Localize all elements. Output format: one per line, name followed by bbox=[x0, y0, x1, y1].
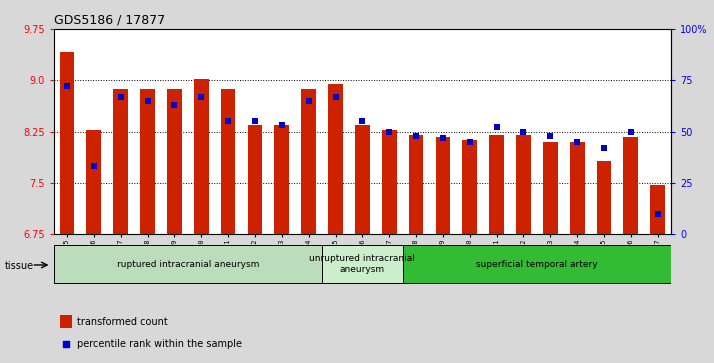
Point bbox=[276, 123, 288, 129]
Point bbox=[518, 129, 529, 134]
Point bbox=[545, 133, 556, 139]
Bar bbox=[221, 89, 236, 234]
Bar bbox=[86, 130, 101, 234]
FancyBboxPatch shape bbox=[403, 245, 671, 283]
Point bbox=[598, 145, 610, 151]
Point bbox=[652, 211, 663, 216]
Point bbox=[196, 94, 207, 99]
Bar bbox=[436, 137, 451, 234]
Bar bbox=[570, 142, 585, 234]
Point bbox=[469, 222, 481, 228]
Point bbox=[464, 139, 476, 145]
Bar bbox=[516, 135, 531, 234]
Bar bbox=[194, 79, 208, 234]
Point bbox=[383, 129, 395, 134]
Point bbox=[571, 139, 583, 145]
Point bbox=[491, 125, 503, 130]
Bar bbox=[248, 125, 262, 234]
Bar bbox=[60, 315, 72, 329]
Point bbox=[249, 118, 261, 124]
Bar bbox=[328, 84, 343, 234]
Bar bbox=[301, 89, 316, 234]
Bar bbox=[274, 125, 289, 234]
Bar bbox=[408, 135, 423, 234]
Bar bbox=[114, 89, 128, 234]
Bar bbox=[355, 125, 370, 234]
Bar bbox=[59, 52, 74, 234]
FancyBboxPatch shape bbox=[54, 245, 322, 283]
Point bbox=[411, 133, 422, 139]
Bar bbox=[140, 89, 155, 234]
Point bbox=[169, 102, 180, 108]
Point bbox=[303, 98, 314, 104]
Text: tissue: tissue bbox=[5, 261, 34, 271]
Bar bbox=[650, 185, 665, 234]
Text: ruptured intracranial aneurysm: ruptured intracranial aneurysm bbox=[116, 260, 259, 269]
Text: transformed count: transformed count bbox=[77, 317, 168, 327]
Bar bbox=[167, 89, 182, 234]
Point bbox=[330, 94, 341, 99]
Point bbox=[142, 98, 154, 104]
Point bbox=[625, 129, 637, 134]
Point bbox=[357, 118, 368, 124]
Point bbox=[61, 83, 73, 89]
Bar bbox=[463, 140, 477, 234]
Point bbox=[222, 118, 233, 124]
Point bbox=[88, 164, 99, 170]
Bar bbox=[597, 161, 611, 234]
Point bbox=[437, 135, 448, 140]
Bar bbox=[623, 137, 638, 234]
Text: unruptured intracranial
aneurysm: unruptured intracranial aneurysm bbox=[309, 254, 416, 274]
Bar bbox=[382, 130, 396, 234]
Text: GDS5186 / 17877: GDS5186 / 17877 bbox=[54, 13, 165, 26]
Bar bbox=[543, 142, 558, 234]
Point bbox=[115, 94, 126, 99]
Text: superficial temporal artery: superficial temporal artery bbox=[476, 260, 598, 269]
Bar bbox=[489, 135, 504, 234]
Text: percentile rank within the sample: percentile rank within the sample bbox=[77, 339, 242, 349]
FancyBboxPatch shape bbox=[322, 245, 403, 283]
